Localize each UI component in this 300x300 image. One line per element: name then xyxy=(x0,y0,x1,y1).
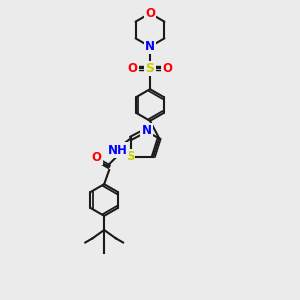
Text: N: N xyxy=(145,40,155,53)
Text: NH: NH xyxy=(108,143,127,157)
Text: O: O xyxy=(145,7,155,20)
Text: O: O xyxy=(92,151,102,164)
Text: S: S xyxy=(146,62,154,75)
Text: S: S xyxy=(126,150,134,163)
Text: O: O xyxy=(163,62,172,75)
Text: N: N xyxy=(142,124,152,137)
Text: O: O xyxy=(128,62,137,75)
